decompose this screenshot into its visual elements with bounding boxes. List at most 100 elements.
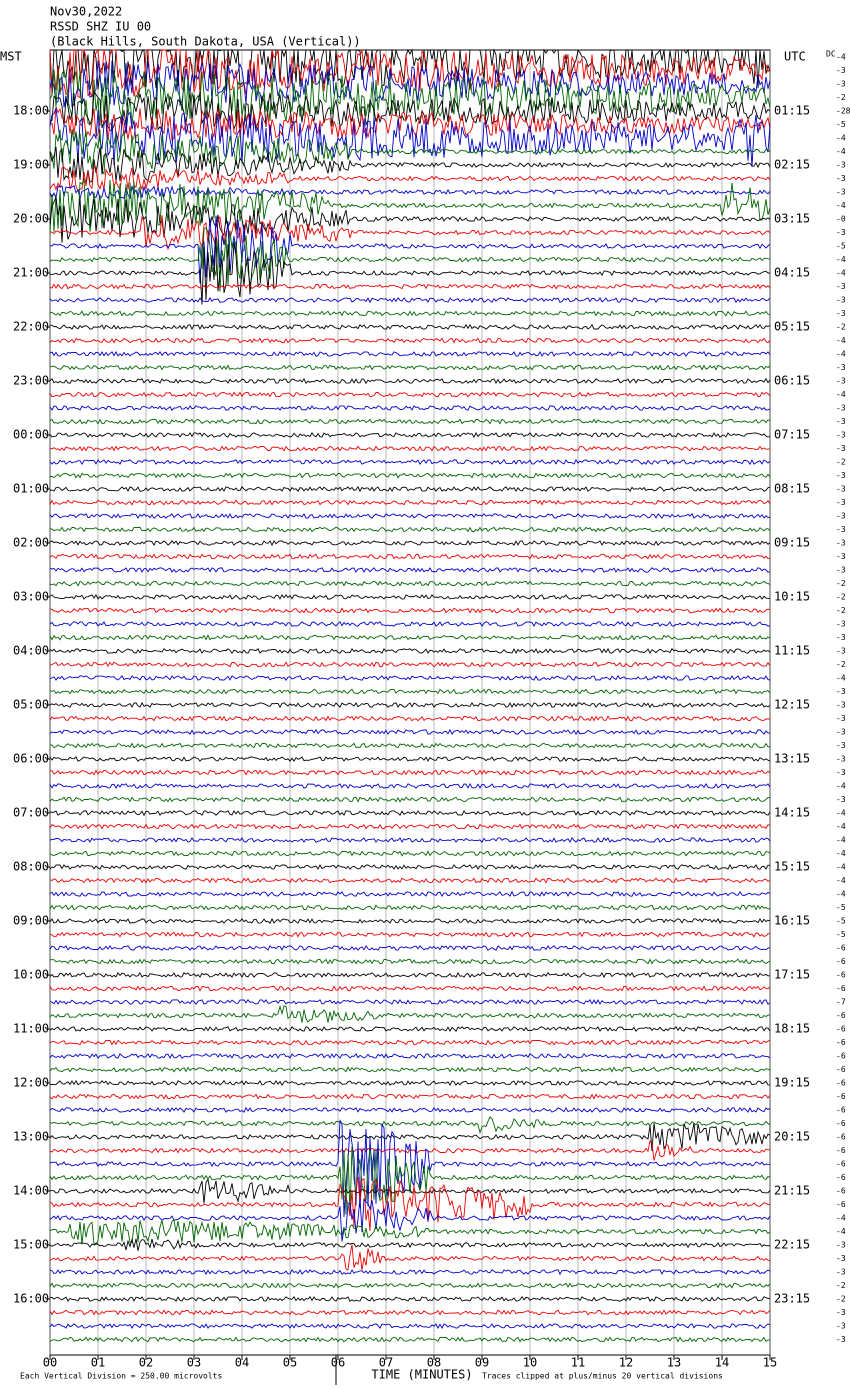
- dc-offset: -3: [836, 1322, 846, 1331]
- header-date: Nov30,2022: [50, 5, 122, 19]
- dc-offset: -6: [836, 1119, 846, 1128]
- trace: [49, 226, 771, 292]
- trace: [49, 146, 771, 183]
- trace: [49, 621, 770, 627]
- dc-offset: -3: [836, 431, 846, 440]
- left-time-label: 11:00: [13, 1022, 49, 1036]
- dc-offset: -6: [836, 1079, 846, 1088]
- trace: [49, 728, 771, 736]
- trace: [49, 215, 771, 251]
- dc-offset: -2: [836, 579, 846, 588]
- trace: [49, 106, 771, 142]
- trace: [49, 647, 771, 655]
- dc-offset: -3: [836, 498, 846, 507]
- trace: [49, 917, 771, 924]
- trace: [49, 1066, 771, 1073]
- trace: [49, 48, 771, 98]
- left-time-label: 19:00: [13, 158, 49, 172]
- trace: [49, 1336, 770, 1343]
- dc-offset: -3: [836, 363, 846, 372]
- dc-offset: -6: [836, 1146, 846, 1155]
- dc-offset: -3: [836, 512, 846, 521]
- trace: [49, 1145, 771, 1215]
- dc-offset: -3: [836, 471, 846, 480]
- trace: [49, 129, 771, 176]
- left-time-label: 06:00: [13, 752, 49, 766]
- dc-offset: -3: [836, 647, 846, 656]
- right-time-label: 23:15: [774, 1292, 810, 1306]
- trace: [49, 445, 771, 452]
- x-tick-label: 15: [763, 1356, 777, 1370]
- trace: [49, 674, 771, 681]
- dc-offset: -3: [836, 755, 846, 764]
- x-tick-label: 09: [475, 1356, 489, 1370]
- x-tick-label: 02: [139, 1356, 153, 1370]
- trace: [49, 377, 771, 385]
- dc-offset: -3: [836, 417, 846, 426]
- trace: [49, 1244, 771, 1271]
- dc-offset: -2: [836, 1295, 846, 1304]
- trace: [49, 310, 771, 317]
- dc-offset: -2: [836, 458, 846, 467]
- dc-offset: -2: [836, 323, 846, 332]
- trace: [49, 701, 771, 709]
- trace: [49, 971, 771, 979]
- right-time-label: 11:15: [774, 644, 810, 658]
- trace: [49, 364, 771, 371]
- right-time-label: 08:15: [774, 482, 810, 496]
- dc-offset: -4: [836, 836, 846, 845]
- trace: [49, 580, 771, 587]
- dc-offset: -4: [836, 134, 846, 143]
- trace: [49, 337, 771, 344]
- trace: [49, 48, 771, 91]
- dc-offset: -2: [836, 660, 846, 669]
- x-tick-label: 14: [715, 1356, 729, 1370]
- trace: [49, 1198, 771, 1242]
- left-time-label: 15:00: [13, 1238, 49, 1252]
- trace: [49, 1219, 771, 1246]
- trace: [49, 526, 771, 533]
- dc-offset: -5: [836, 930, 846, 939]
- trace: [49, 391, 771, 398]
- dc-offset: -4: [836, 350, 846, 359]
- left-time-label: 04:00: [13, 644, 49, 658]
- dc-offset: -3: [836, 1335, 846, 1344]
- dc-offset: -6: [836, 984, 846, 993]
- right-time-label: 13:15: [774, 752, 810, 766]
- dc-offset: -3: [836, 174, 846, 183]
- dc-offset: -3: [836, 66, 846, 75]
- left-time-label: 05:00: [13, 698, 49, 712]
- right-time-label: 22:15: [774, 1238, 810, 1252]
- dc-offset: -4: [836, 1227, 846, 1236]
- dc-offset: -6: [836, 957, 846, 966]
- trace: [49, 985, 771, 992]
- dc-offset: -3: [836, 795, 846, 804]
- right-time-label: 02:15: [774, 158, 810, 172]
- trace: [49, 1237, 771, 1251]
- left-time-label: 10:00: [13, 968, 49, 982]
- x-tick-label: 07: [379, 1356, 393, 1370]
- trace: [49, 944, 771, 951]
- dc-offset: -3: [836, 1254, 846, 1263]
- right-axis-title: UTC: [784, 50, 806, 64]
- trace: [49, 1309, 771, 1316]
- x-tick-label: 06: [331, 1356, 345, 1370]
- dc-offset: -28: [836, 107, 850, 116]
- left-time-label: 18:00: [13, 104, 49, 118]
- left-time-label: 16:00: [13, 1292, 49, 1306]
- dc-offset: -4: [836, 809, 846, 818]
- dc-offset: -2: [836, 1281, 846, 1290]
- dc-offset: -6: [836, 1200, 846, 1209]
- trace: [49, 485, 771, 493]
- dc-offset: -0: [836, 215, 846, 224]
- left-axis-title: MST: [0, 50, 22, 64]
- dc-offset: -3: [836, 701, 846, 710]
- x-tick-label: 00: [43, 1356, 57, 1370]
- left-time-label: 08:00: [13, 860, 49, 874]
- right-time-label: 15:15: [774, 860, 810, 874]
- trace: [49, 594, 770, 601]
- trace: [49, 283, 771, 290]
- right-time-label: 03:15: [774, 212, 810, 226]
- dc-offset: -6: [836, 1160, 846, 1169]
- right-time-label: 18:15: [774, 1022, 810, 1036]
